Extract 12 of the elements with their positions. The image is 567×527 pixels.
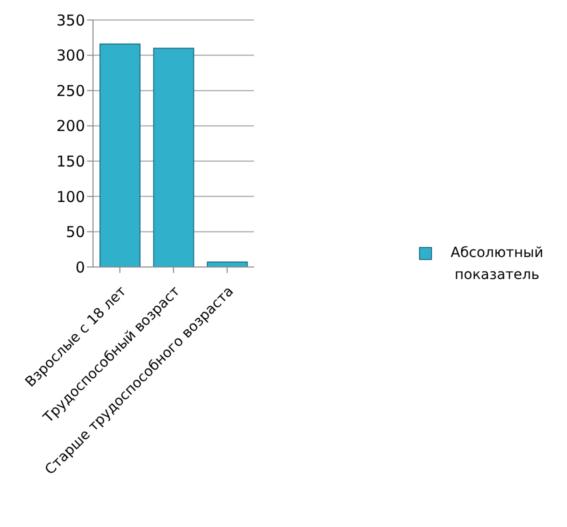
- y-tick-label: 350: [56, 11, 85, 30]
- y-tick-label: 300: [56, 46, 85, 65]
- legend-label: Абсолютный показатель: [450, 244, 544, 284]
- y-tick-label: 250: [56, 82, 85, 100]
- bar: [100, 43, 140, 267]
- y-tick-label: 100: [56, 188, 85, 206]
- bar: [153, 48, 194, 267]
- bar: [206, 262, 248, 267]
- y-tick-label: 200: [56, 117, 85, 136]
- y-tick-label: 150: [56, 152, 85, 170]
- y-tick-label: 0: [75, 258, 85, 276]
- y-tick-label: 50: [66, 223, 85, 242]
